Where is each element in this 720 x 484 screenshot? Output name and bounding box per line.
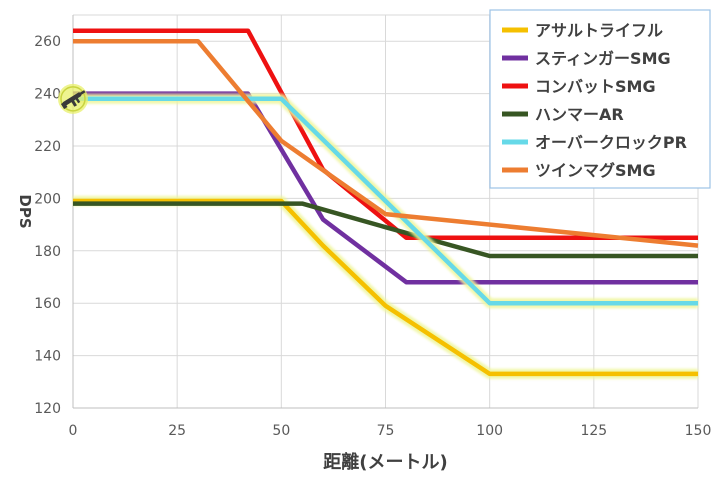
legend-entry: スティンガーSMG	[502, 49, 671, 68]
series-group	[73, 38, 699, 248]
y-tick-label: 200	[34, 191, 61, 207]
series-group	[73, 196, 698, 379]
legend-entry: ツインマグSMG	[502, 161, 656, 180]
x-tick-label: 75	[377, 423, 395, 439]
legend-label: コンバットSMG	[535, 77, 656, 96]
series-line	[73, 96, 698, 306]
legend-label: ハンマーAR	[535, 105, 624, 124]
x-tick-label: 0	[69, 423, 78, 439]
legend-label: アサルトライフル	[535, 21, 663, 40]
axes: 120 140 160 180 200 220 240 260 0 25 50 75 100 125 150…	[16, 15, 711, 473]
x-tick-label: 150	[685, 423, 712, 439]
x-tick-label: 100	[476, 423, 503, 439]
y-axis-title: DPS	[16, 194, 34, 228]
y-tick-label: 260	[34, 34, 61, 50]
y-tick-label: 160	[34, 296, 61, 312]
legend-entry: アサルトライフル	[502, 21, 663, 40]
legend-box	[489, 9, 711, 189]
legend-label: スティンガーSMG	[535, 49, 671, 68]
series-group	[73, 91, 698, 285]
y-tick-label: 140	[34, 349, 61, 365]
marker	[58, 83, 88, 114]
y-tick-label: 180	[34, 244, 61, 260]
series-group	[73, 201, 698, 259]
series-lines	[73, 28, 699, 379]
series-line	[73, 38, 699, 248]
x-tick-label: 50	[272, 423, 290, 439]
y-tick-label: 220	[34, 139, 61, 155]
legend-entry: コンバットSMG	[502, 77, 656, 96]
series-group	[73, 93, 698, 309]
series-line	[73, 91, 698, 285]
legend-entry: オーバークロックPR	[502, 133, 687, 152]
y-tick-label: 120	[34, 401, 61, 417]
series-line	[73, 201, 698, 259]
y-tick-label: 240	[34, 87, 61, 103]
x-axis-title: 距離(メートル)	[323, 451, 447, 473]
legend-entry: ハンマーAR	[502, 105, 624, 124]
legend-label: ツインマグSMG	[535, 161, 656, 180]
rifle-icon	[58, 83, 88, 114]
x-tick-label: 25	[168, 423, 186, 439]
series-line	[73, 198, 698, 377]
legend-label: オーバークロックPR	[535, 133, 687, 152]
x-tick-label: 125	[580, 423, 607, 439]
